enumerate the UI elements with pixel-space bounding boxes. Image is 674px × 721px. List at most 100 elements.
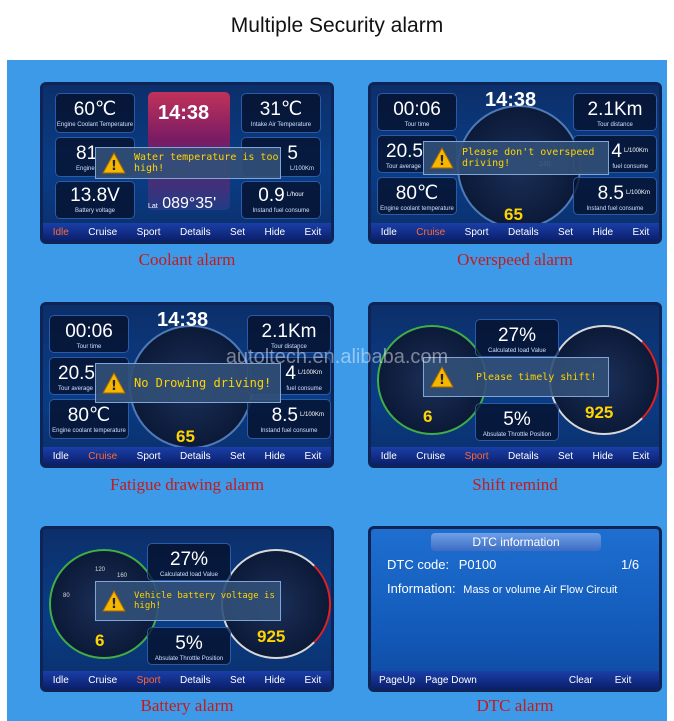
svg-text:!: ! <box>111 379 117 394</box>
bottom-menu: PageUp Page Down Clear Exit <box>371 671 659 689</box>
menu-exit[interactable]: Exit <box>632 450 650 462</box>
coolant-label: Engine coolant temperature <box>52 428 126 434</box>
dtc-title: DTC information <box>431 533 601 551</box>
menu-details[interactable]: Details <box>508 450 539 462</box>
menu-pagedown[interactable]: Page Down <box>425 674 477 686</box>
gear-value: 6 <box>95 631 105 650</box>
menu-cruise[interactable]: Cruise <box>416 226 446 238</box>
instant-fuel-unit: L/100Km <box>625 190 650 197</box>
load-value: 27% <box>169 549 209 570</box>
menu-exit[interactable]: Exit <box>304 226 322 238</box>
menu-details[interactable]: Details <box>180 450 211 462</box>
fuel-value: 4 <box>611 141 622 162</box>
tour-average-label: Tour average <box>58 386 94 392</box>
menu-sport[interactable]: Sport <box>464 450 489 462</box>
fuel-unit: L/100Km <box>297 370 322 377</box>
coolant-temp-value: 60℃ <box>73 99 117 120</box>
menu-sport[interactable]: Sport <box>136 674 161 686</box>
menu-set[interactable]: Set <box>230 226 246 238</box>
menu-exit[interactable]: Exit <box>614 674 632 686</box>
throttle-box: 5% Absulate Throttle Position <box>475 403 559 441</box>
menu-hide[interactable]: Hide <box>264 674 286 686</box>
menu-idle[interactable]: Idle <box>380 226 397 238</box>
coolant-box: 80℃ Engine coolant temperature <box>377 177 457 215</box>
caption: Overspeed alarm <box>457 250 573 269</box>
menu-exit[interactable]: Exit <box>632 226 650 238</box>
menu-idle[interactable]: Idle <box>52 450 69 462</box>
svg-text:!: ! <box>439 154 445 169</box>
clock: 14:38 <box>157 309 209 331</box>
bottom-menu: Idle Cruise Sport Details Set Hide Exit <box>371 223 659 241</box>
menu-details[interactable]: Details <box>180 674 211 686</box>
warning-icon: ! <box>102 152 126 174</box>
alert-dialog: ! Water temperature is too high! <box>95 147 281 179</box>
throttle-label: Absulate Throttle Position <box>482 432 552 438</box>
menu-sport[interactable]: Sport <box>136 450 161 462</box>
fuel-value: 5 <box>287 143 298 164</box>
instant-fuel-box: 8.5 L/100Km Instand fuel consume <box>573 177 657 215</box>
dtc-info-row: Information: Mass or volume Air Flow Cir… <box>387 581 617 596</box>
menu-idle[interactable]: Idle <box>52 674 69 686</box>
menu-sport[interactable]: Sport <box>136 226 161 238</box>
tour-time-box: 00:06 Tour time <box>377 93 457 131</box>
menu-idle[interactable]: Idle <box>52 226 69 238</box>
clock: 14:38 <box>485 89 537 111</box>
dtc-info-value: Mass or volume Air Flow Circuit <box>463 584 618 596</box>
menu-cruise[interactable]: Cruise <box>88 674 118 686</box>
speed-value: 65 <box>176 427 195 446</box>
alert-text: Please timely shift! <box>476 371 597 383</box>
menu-cruise[interactable]: Cruise <box>88 450 118 462</box>
instant-fuel-value: 8.5 <box>597 183 624 204</box>
battery-label: Battery voltage <box>74 208 116 214</box>
dtc-page-indicator: 1/6 <box>621 557 640 572</box>
fuel-value: 4 <box>285 363 296 384</box>
tour-distance-box: 2.1Km Tour distance <box>573 93 657 131</box>
svg-text:!: ! <box>439 373 445 388</box>
instant-fuel-unit: L/hour <box>286 192 304 199</box>
fuel-unit: L/100Km <box>289 166 314 172</box>
menu-exit[interactable]: Exit <box>304 674 322 686</box>
instant-fuel-label: Instand fuel consume <box>260 428 318 434</box>
menu-set[interactable]: Set <box>558 450 574 462</box>
menu-pageup[interactable]: PageUp <box>379 674 416 686</box>
watermark: autoltech.en.alibaba.com <box>225 346 449 368</box>
menu-cruise[interactable]: Cruise <box>88 226 118 238</box>
menu-set[interactable]: Set <box>230 674 246 686</box>
tour-average-value: 20.5 <box>386 141 423 162</box>
caption: Fatigue drawing alarm <box>110 475 264 494</box>
alert-dialog: ! Vehicle battery voltage is high! <box>95 581 281 621</box>
menu-cruise[interactable]: Cruise <box>416 450 446 462</box>
instant-fuel-box: 0.9 L/hour Instand fuel consume <box>241 181 321 219</box>
instant-fuel-label: Instand fuel consume <box>586 206 644 212</box>
load-label: Calculated load Value <box>160 572 218 578</box>
menu-hide[interactable]: Hide <box>592 226 614 238</box>
caption: Battery alarm <box>140 696 234 715</box>
menu-sport[interactable]: Sport <box>464 226 489 238</box>
menu-set[interactable]: Set <box>230 450 246 462</box>
menu-set[interactable]: Set <box>558 226 574 238</box>
coolant-value: 80℃ <box>395 183 439 204</box>
menu-details[interactable]: Details <box>180 226 211 238</box>
tour-distance-box: 2.1Km Tour distance <box>247 315 331 353</box>
coolant-temp-box: 60℃ Engine Coolant Temperature <box>55 93 135 133</box>
tour-distance-label: Tour distance <box>271 344 307 350</box>
intake-temp-value: 31℃ <box>259 99 303 120</box>
menu-hide[interactable]: Hide <box>264 226 286 238</box>
load-value: 27% <box>497 325 537 346</box>
bottom-menu: Idle Cruise Sport Details Set Hide Exit <box>43 671 331 689</box>
menu-clear[interactable]: Clear <box>568 674 593 686</box>
menu-hide[interactable]: Hide <box>264 450 286 462</box>
lat-value: 089°35' <box>162 195 217 212</box>
screen: DTC information DTC code: P0100 1/6 Info… <box>368 526 662 692</box>
menu-idle[interactable]: Idle <box>380 450 397 462</box>
bottom-menu: Idle Cruise Sport Details Set Hide Exit <box>43 223 331 241</box>
rpm-value: 925 <box>257 627 286 646</box>
tour-time-label: Tour time <box>404 122 430 128</box>
menu-hide[interactable]: Hide <box>592 450 614 462</box>
alert-dialog: ! Please don't overspeed driving! <box>423 141 609 175</box>
menu-details[interactable]: Details <box>508 226 539 238</box>
alert-dialog: ! Please timely shift! <box>423 357 609 397</box>
dtc-code-value: P0100 <box>458 557 497 572</box>
rpm-value: 925 <box>585 403 614 422</box>
menu-exit[interactable]: Exit <box>304 450 322 462</box>
